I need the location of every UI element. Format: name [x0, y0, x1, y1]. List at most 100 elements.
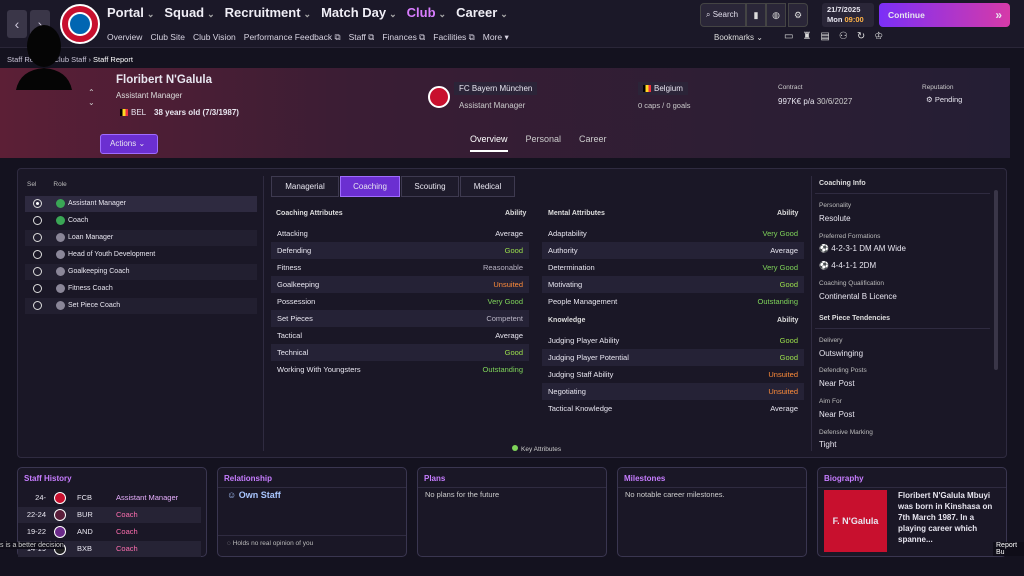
attribute-row[interactable]: Negotiating Unsuited	[542, 383, 804, 400]
tab-personal[interactable]: Personal	[525, 134, 562, 144]
bookmarks-dropdown[interactable]: Bookmarks ⌄	[714, 33, 763, 42]
display-icon[interactable]: ▭	[784, 31, 794, 42]
actions-button[interactable]: Actions ⌄	[100, 134, 158, 154]
refresh-icon[interactable]: ↻	[856, 31, 866, 42]
role-row[interactable]: Set Piece Coach	[25, 298, 257, 314]
game-date[interactable]: 21/7/2025 Mon 09:00	[822, 3, 874, 27]
biography-card[interactable]: Biography F. N'Galula Floribert N'Galula…	[817, 467, 1007, 557]
game-icon[interactable]: ◍	[766, 3, 786, 27]
set-piece-title: Set Piece Tendencies	[819, 315, 891, 322]
relationship-card[interactable]: Relationship ☺ Own Staff ◌ Holds no real…	[217, 467, 407, 557]
club-logo[interactable]	[60, 4, 100, 44]
attribute-row[interactable]: Judging Player Ability Good	[542, 332, 804, 349]
attribute-row[interactable]: Possession Very Good	[271, 293, 529, 310]
prev-next-arrows[interactable]: ⌃ ⌄	[88, 88, 95, 107]
scrollbar[interactable]	[994, 190, 998, 370]
role-row[interactable]: Head of Youth Development	[25, 247, 257, 263]
history-row[interactable]: 22-24 BUR Coach	[18, 507, 201, 523]
kit-icon[interactable]: ♜	[802, 31, 812, 42]
attribute-row[interactable]: Fitness Reasonable	[271, 259, 529, 276]
subnav-staff[interactable]: Staff ⧉	[348, 32, 375, 42]
attribute-row[interactable]: Judging Player Potential Good	[542, 349, 804, 366]
tab-career[interactable]: Career	[579, 134, 607, 144]
gear-icon[interactable]: ⚙	[788, 3, 808, 27]
plans-text: No plans for the future	[425, 490, 500, 499]
radio-button[interactable]	[33, 216, 42, 225]
attribute-row[interactable]: Goalkeeping Unsuited	[271, 276, 529, 293]
milestones-card[interactable]: Milestones No notable career milestones.	[617, 467, 807, 557]
attribute-row[interactable]: Attacking Average	[271, 225, 529, 242]
subnav-club-vision[interactable]: Club Vision	[192, 32, 236, 42]
attribute-row[interactable]: Defending Good	[271, 242, 529, 259]
tab-overview[interactable]: Overview	[470, 134, 508, 152]
subnav-more[interactable]: More ▾	[482, 32, 509, 42]
tab-coaching[interactable]: Coaching	[340, 176, 400, 197]
country[interactable]: Belgium	[638, 82, 688, 95]
attribute-name: Negotiating	[548, 387, 586, 396]
delivery-label: Delivery	[819, 337, 843, 344]
nationality[interactable]: BEL	[120, 108, 146, 117]
attribute-row[interactable]: Motivating Good	[542, 276, 804, 293]
role-row[interactable]: Coach	[25, 213, 257, 229]
history-row[interactable]: 19-22 AND Coach	[26, 526, 138, 538]
club-name[interactable]: FC Bayern München	[454, 82, 538, 95]
attribute-row[interactable]: Adaptability Very Good	[542, 225, 804, 242]
subnav-club-site[interactable]: Club Site	[150, 32, 185, 42]
subnav-overview[interactable]: Overview	[107, 32, 143, 42]
notes-icon[interactable]: ▤	[820, 31, 830, 42]
nav-portal[interactable]: Portal ⌄	[107, 5, 155, 20]
nav-career[interactable]: Career ⌄	[456, 5, 508, 20]
attribute-row[interactable]: Determination Very Good	[542, 259, 804, 276]
attribute-name: Possession	[277, 297, 316, 306]
role-row[interactable]: Fitness Coach	[25, 281, 257, 297]
attribute-row[interactable]: Tactical Knowledge Average	[542, 400, 804, 417]
plans-card[interactable]: Plans No plans for the future	[417, 467, 607, 557]
formation-1[interactable]: ⚽ 4-2-3-1 DM AM Wide	[819, 244, 906, 253]
personality-value: Resolute	[819, 214, 851, 223]
formation-2[interactable]: ⚽ 4-4-1-1 2DM	[819, 261, 877, 270]
attribute-row[interactable]: Authority Average	[542, 242, 804, 259]
nav-club[interactable]: Club ⌄	[406, 5, 447, 20]
trophy-icon[interactable]: ♔	[874, 31, 884, 42]
defensive-marking-value: Tight	[819, 440, 837, 449]
radio-button[interactable]	[33, 250, 42, 259]
subnav-facilities[interactable]: Facilities ⧉	[433, 32, 475, 42]
radio-button[interactable]	[33, 267, 42, 276]
back-button[interactable]: ‹	[7, 10, 27, 38]
attribute-row[interactable]: Judging Staff Ability Unsuited	[542, 366, 804, 383]
radio-button[interactable]	[33, 199, 42, 208]
avatar	[16, 25, 72, 90]
attribute-row[interactable]: Technical Good	[271, 344, 529, 361]
people-icon[interactable]: ⚇	[838, 31, 848, 42]
subnav-finances[interactable]: Finances ⧉	[382, 32, 426, 42]
nav-match-day[interactable]: Match Day ⌄	[321, 5, 397, 20]
crumb-staff-report[interactable]: Staff Report	[7, 55, 47, 64]
attribute-row[interactable]: People Management Outstanding	[542, 293, 804, 310]
search-button[interactable]: ⌕ Search	[700, 3, 746, 27]
attribute-row[interactable]: Set Pieces Competent	[271, 310, 529, 327]
tab-scouting[interactable]: Scouting	[401, 176, 459, 197]
club-crest-icon[interactable]	[428, 86, 450, 108]
nav-squad[interactable]: Squad ⌄	[164, 5, 215, 20]
tab-managerial[interactable]: Managerial	[271, 176, 339, 197]
coaching-attributes-header: Coaching Attributes	[276, 210, 343, 217]
tab-medical[interactable]: Medical	[460, 176, 515, 197]
bookmark-icon[interactable]: ▮	[746, 3, 766, 27]
attribute-value: Competent	[486, 314, 523, 323]
staff-history-card[interactable]: Staff History 24- FCB Assistant Manager 22…	[17, 467, 207, 557]
subnav-performance-feedback[interactable]: Performance Feedback ⧉	[243, 32, 341, 42]
crumb-club-staff[interactable]: Club Staff	[53, 55, 87, 64]
continue-button[interactable]: Continue»	[879, 3, 1010, 27]
history-row[interactable]: 24- FCB Assistant Manager	[35, 492, 179, 504]
role-row[interactable]: Assistant Manager	[25, 196, 257, 212]
radio-button[interactable]	[33, 233, 42, 242]
attribute-row[interactable]: Tactical Average	[271, 327, 529, 344]
radio-button[interactable]	[33, 284, 42, 293]
radio-button[interactable]	[33, 301, 42, 310]
role-row[interactable]: Loan Manager	[25, 230, 257, 246]
attribute-row[interactable]: Working With Youngsters Outstanding	[271, 361, 529, 378]
report-bug-button[interactable]: Report Bu	[993, 542, 1024, 556]
role-row[interactable]: Goalkeeping Coach	[25, 264, 257, 280]
nav-recruitment[interactable]: Recruitment ⌄	[224, 5, 312, 20]
ability-header: Ability	[777, 317, 799, 324]
